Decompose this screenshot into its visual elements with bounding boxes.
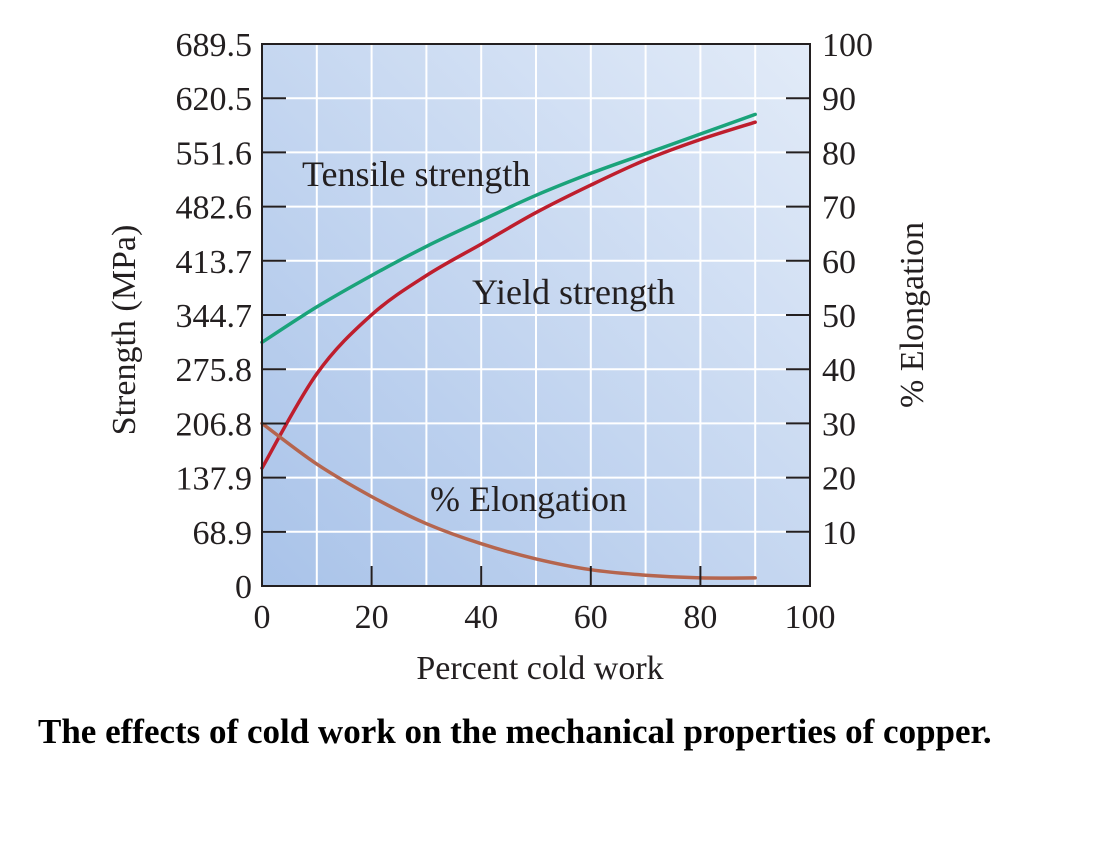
y-tick-label: 206.8	[176, 406, 253, 443]
y-tick-label: 275.8	[176, 352, 253, 389]
x-tick-label: 60	[574, 599, 608, 636]
y-tick-label: 137.9	[176, 461, 253, 498]
x-tick-label: 40	[464, 599, 498, 636]
x-tick-label: 20	[355, 599, 389, 636]
chart-figure: 0 68.9 137.9 206.8 275.8 344.7 413.7 482.6 551.6…	[106, 27, 931, 687]
y-tick-label: 68.9	[193, 515, 253, 552]
y2-axis-title: % Elongation	[894, 222, 931, 408]
y2-tick-label: 60	[822, 244, 856, 281]
tensile-strength-label: Tensile strength	[302, 154, 530, 194]
y2-tick-label: 90	[822, 81, 856, 118]
y2-tick-label: 10	[822, 515, 856, 552]
y2-tick-label: 80	[822, 135, 856, 172]
y2-tick-label: 20	[822, 461, 856, 498]
y2-tick-label: 50	[822, 298, 856, 335]
elongation-label: % Elongation	[430, 479, 627, 519]
figure-caption: The effects of cold work on the mechanic…	[38, 712, 992, 751]
cold-work-chart: 0 68.9 137.9 206.8 275.8 344.7 413.7 482.6 551.6…	[106, 27, 931, 687]
yield-strength-line	[260, 120, 757, 470]
y-tick-label: 551.6	[176, 135, 253, 172]
tensile-strength-line	[260, 112, 757, 345]
x-tick-label: 100	[785, 599, 836, 636]
y2-tick-label: 100	[822, 27, 873, 64]
series-lines	[260, 112, 757, 580]
x-tick-label: 0	[254, 599, 271, 636]
y-tick-label: 413.7	[176, 244, 253, 281]
x-axis-title: Percent cold work	[416, 650, 663, 687]
elongation-line	[260, 421, 757, 580]
y2-tick-label: 30	[822, 406, 856, 443]
y2-tick-label: 70	[822, 190, 856, 227]
y-tick-label: 689.5	[176, 27, 253, 64]
tick-labels: 0 68.9 137.9 206.8 275.8 344.7 413.7 482.6 551.6…	[176, 27, 874, 636]
y-tick-label: 0	[235, 569, 252, 606]
tick-marks	[261, 43, 811, 587]
y-tick-label: 620.5	[176, 81, 253, 118]
x-tick-label: 80	[683, 599, 717, 636]
y2-tick-label: 40	[822, 352, 856, 389]
y-tick-label: 344.7	[176, 298, 253, 335]
curve-labels: Tensile strength Yield strength % Elongati…	[302, 154, 675, 519]
y-tick-label: 482.6	[176, 190, 253, 227]
yield-strength-label: Yield strength	[472, 272, 675, 312]
y-axis-title: Strength (MPa)	[106, 225, 143, 436]
